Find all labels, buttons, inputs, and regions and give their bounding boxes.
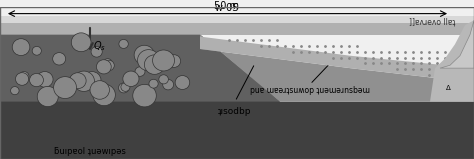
Circle shape [121,83,130,91]
Circle shape [153,50,174,71]
Circle shape [93,84,115,106]
Text: $\Delta$: $\Delta$ [445,83,452,92]
Polygon shape [430,20,474,102]
Circle shape [175,76,190,90]
Polygon shape [0,23,474,35]
Circle shape [32,46,41,55]
Circle shape [96,60,111,74]
Circle shape [119,39,128,48]
Circle shape [118,83,129,93]
Circle shape [54,77,76,99]
Circle shape [90,81,109,99]
Polygon shape [0,35,474,159]
Polygon shape [200,37,474,83]
Polygon shape [200,35,474,102]
Circle shape [83,72,101,89]
Circle shape [167,55,181,67]
Circle shape [73,71,94,91]
Circle shape [70,73,86,89]
Circle shape [16,73,29,85]
Circle shape [10,86,19,95]
Circle shape [137,50,160,71]
Text: ʇısodbp: ʇısodbp [218,107,252,116]
Circle shape [149,79,158,88]
Circle shape [36,72,53,87]
Circle shape [29,73,44,87]
Polygon shape [0,16,474,23]
Circle shape [133,84,156,107]
Circle shape [37,86,58,107]
Polygon shape [0,35,280,102]
Circle shape [123,71,139,86]
Text: $Q_s$: $Q_s$ [93,39,106,53]
Circle shape [71,33,91,52]
Text: puɐ ɯɐǝɹʇsuʍop ʇuǝɯǝɹnsbǝɯ: puɐ ɯɐǝɹʇsuʍop ʇuǝɯǝɹnsbǝɯ [250,86,370,95]
Circle shape [103,60,114,71]
Polygon shape [440,20,474,68]
Circle shape [134,45,155,65]
Circle shape [91,46,102,57]
Circle shape [12,39,30,55]
Text: ]]ɐʌɹeʌo llɐʇ: ]]ɐʌɹeʌo llɐʇ [409,17,455,26]
Circle shape [159,75,168,84]
Circle shape [163,80,173,90]
Circle shape [145,55,165,74]
Circle shape [135,67,145,76]
Text: ƃuıpɐol ʇuǝwıpǝs: ƃuıpɐol ʇuǝwıpǝs [54,147,126,156]
Circle shape [19,72,29,81]
Circle shape [41,88,54,100]
Text: w 0S: w 0S [215,3,239,13]
Circle shape [53,53,66,65]
Text: 50 m: 50 m [215,1,239,11]
Circle shape [103,59,112,67]
